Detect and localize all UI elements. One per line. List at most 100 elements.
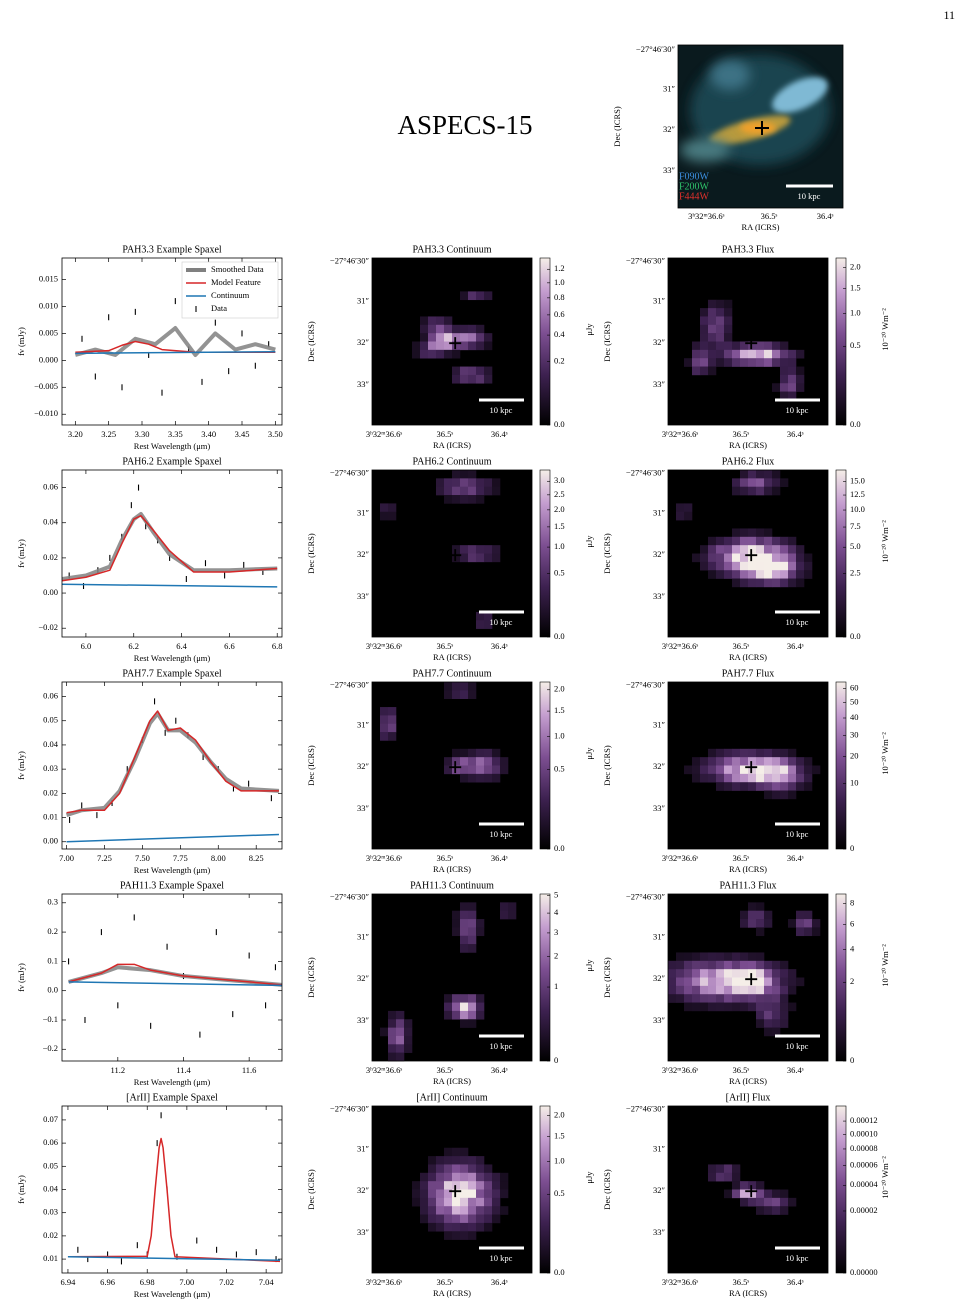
map-pixel — [732, 341, 741, 351]
map-pixel — [468, 374, 477, 384]
map-pixel — [444, 349, 453, 359]
map-pixel — [460, 324, 469, 334]
map-pixel — [788, 391, 797, 401]
colorbar-tick-label: 0.8 — [554, 292, 565, 302]
colorbar-tick-label: 0.00006 — [850, 1160, 878, 1170]
map-pixel — [772, 1206, 781, 1215]
map-pixel — [732, 773, 741, 783]
map-pixel — [764, 1206, 773, 1215]
colorbar-tick-label: 0.00010 — [850, 1128, 878, 1138]
y-tick-label: 0.000 — [39, 354, 58, 364]
colorbar-tick-label: 2.0 — [554, 504, 565, 514]
colorbar-label: 10⁻²⁰ Wm⁻² — [880, 1156, 890, 1199]
series-line — [62, 583, 278, 588]
dec-tick-label: 32″ — [357, 549, 370, 559]
map-pixel — [476, 1189, 485, 1199]
scale-label: 10 kpc — [490, 405, 513, 415]
map-pixel — [716, 994, 725, 1003]
map-pixel — [748, 748, 757, 758]
map-pixel — [492, 1172, 501, 1182]
map-pixel — [468, 765, 477, 775]
map-pixel — [740, 969, 749, 978]
colorbar-tick-label: 0.0 — [554, 631, 565, 641]
map-pixel — [780, 561, 789, 571]
map-pixel — [740, 545, 749, 554]
series-line — [67, 1137, 281, 1263]
y-tick-label: 0.00 — [43, 587, 58, 597]
map-pixel — [724, 545, 733, 554]
map-pixel — [780, 782, 789, 791]
colorbar — [539, 469, 551, 638]
map-pixel — [700, 308, 709, 317]
colorbar-tick-label: 2.5 — [554, 489, 565, 499]
map-pixel — [764, 765, 773, 775]
map-pixel — [492, 486, 501, 496]
dec-tick-label: 33″ — [653, 379, 666, 389]
map-pixel — [452, 919, 461, 928]
map-pixel — [708, 366, 717, 376]
x-tick-label: 7.02 — [219, 1277, 234, 1287]
map-pixel — [468, 919, 477, 928]
plot-area — [74, 298, 276, 396]
map-pixel — [764, 545, 773, 554]
colorbar-label: 10⁻²⁰ Wm⁻² — [880, 308, 890, 351]
map-pixel — [740, 553, 749, 563]
map-title: [ArII] Flux — [726, 1092, 771, 1103]
colorbar-tick-label: 1.5 — [850, 283, 861, 293]
map-pixel — [740, 528, 749, 538]
map-pixel — [756, 782, 765, 791]
map-pixel — [436, 1222, 445, 1232]
map-pixel — [788, 358, 797, 367]
map-pixel — [732, 977, 741, 987]
map-pixel — [460, 927, 469, 937]
map-pixel — [684, 969, 693, 978]
ra-tick-label: 36.5ˢ — [732, 853, 749, 863]
map-pixel — [756, 748, 765, 758]
map-pixel — [732, 952, 741, 962]
map-pixel — [460, 341, 469, 351]
x-tick-label: 11.6 — [242, 1065, 257, 1075]
ra-tick-label: 36.4ˢ — [491, 853, 508, 863]
map-pixel — [460, 1156, 469, 1165]
colorbar-tick-label: 10.0 — [850, 504, 865, 514]
map-pixel — [780, 1206, 789, 1215]
y-tick-label: 0.04 — [43, 1183, 59, 1193]
source-marker — [449, 1185, 462, 1198]
map-pixel — [460, 1147, 469, 1157]
y-tick-label: 0.01 — [43, 811, 58, 821]
series-line — [67, 1256, 281, 1261]
map-pixel — [788, 553, 797, 563]
map-pixel — [412, 1181, 421, 1190]
x-tick-label: 6.98 — [140, 1277, 155, 1287]
scale-label: 10 kpc — [786, 1041, 809, 1051]
map-pixel — [796, 570, 805, 579]
map-pixel — [756, 1181, 765, 1190]
y-tick-label: 0.04 — [43, 517, 59, 527]
map-pixel — [668, 969, 677, 978]
y-tick-label: 0.005 — [39, 327, 58, 337]
map-pixel — [444, 341, 453, 351]
map-pixel — [476, 553, 485, 563]
map-pixel — [468, 1206, 477, 1215]
map-pixel — [724, 536, 733, 546]
map-pixel — [460, 910, 469, 920]
map-pixel — [444, 495, 453, 504]
map-pixel — [748, 470, 757, 479]
map-pixel — [756, 470, 765, 479]
ra-tick-label: 36.5ˢ — [761, 211, 778, 221]
map-pixel — [684, 985, 693, 995]
map-pixel — [684, 960, 693, 970]
map-pixel — [724, 349, 733, 359]
map-title: PAH11.3 Continuum — [410, 880, 494, 891]
map-pixel — [388, 1052, 397, 1062]
map-pixel — [700, 773, 709, 783]
map-pixel — [692, 553, 701, 563]
map-pixel — [692, 765, 701, 775]
ra-tick-label: 36.4ˢ — [817, 211, 834, 221]
map-pixel — [764, 757, 773, 766]
map-pixel — [788, 790, 797, 800]
y-axis-label: Dec (ICRS) — [306, 533, 316, 574]
map-pixel — [764, 478, 773, 487]
